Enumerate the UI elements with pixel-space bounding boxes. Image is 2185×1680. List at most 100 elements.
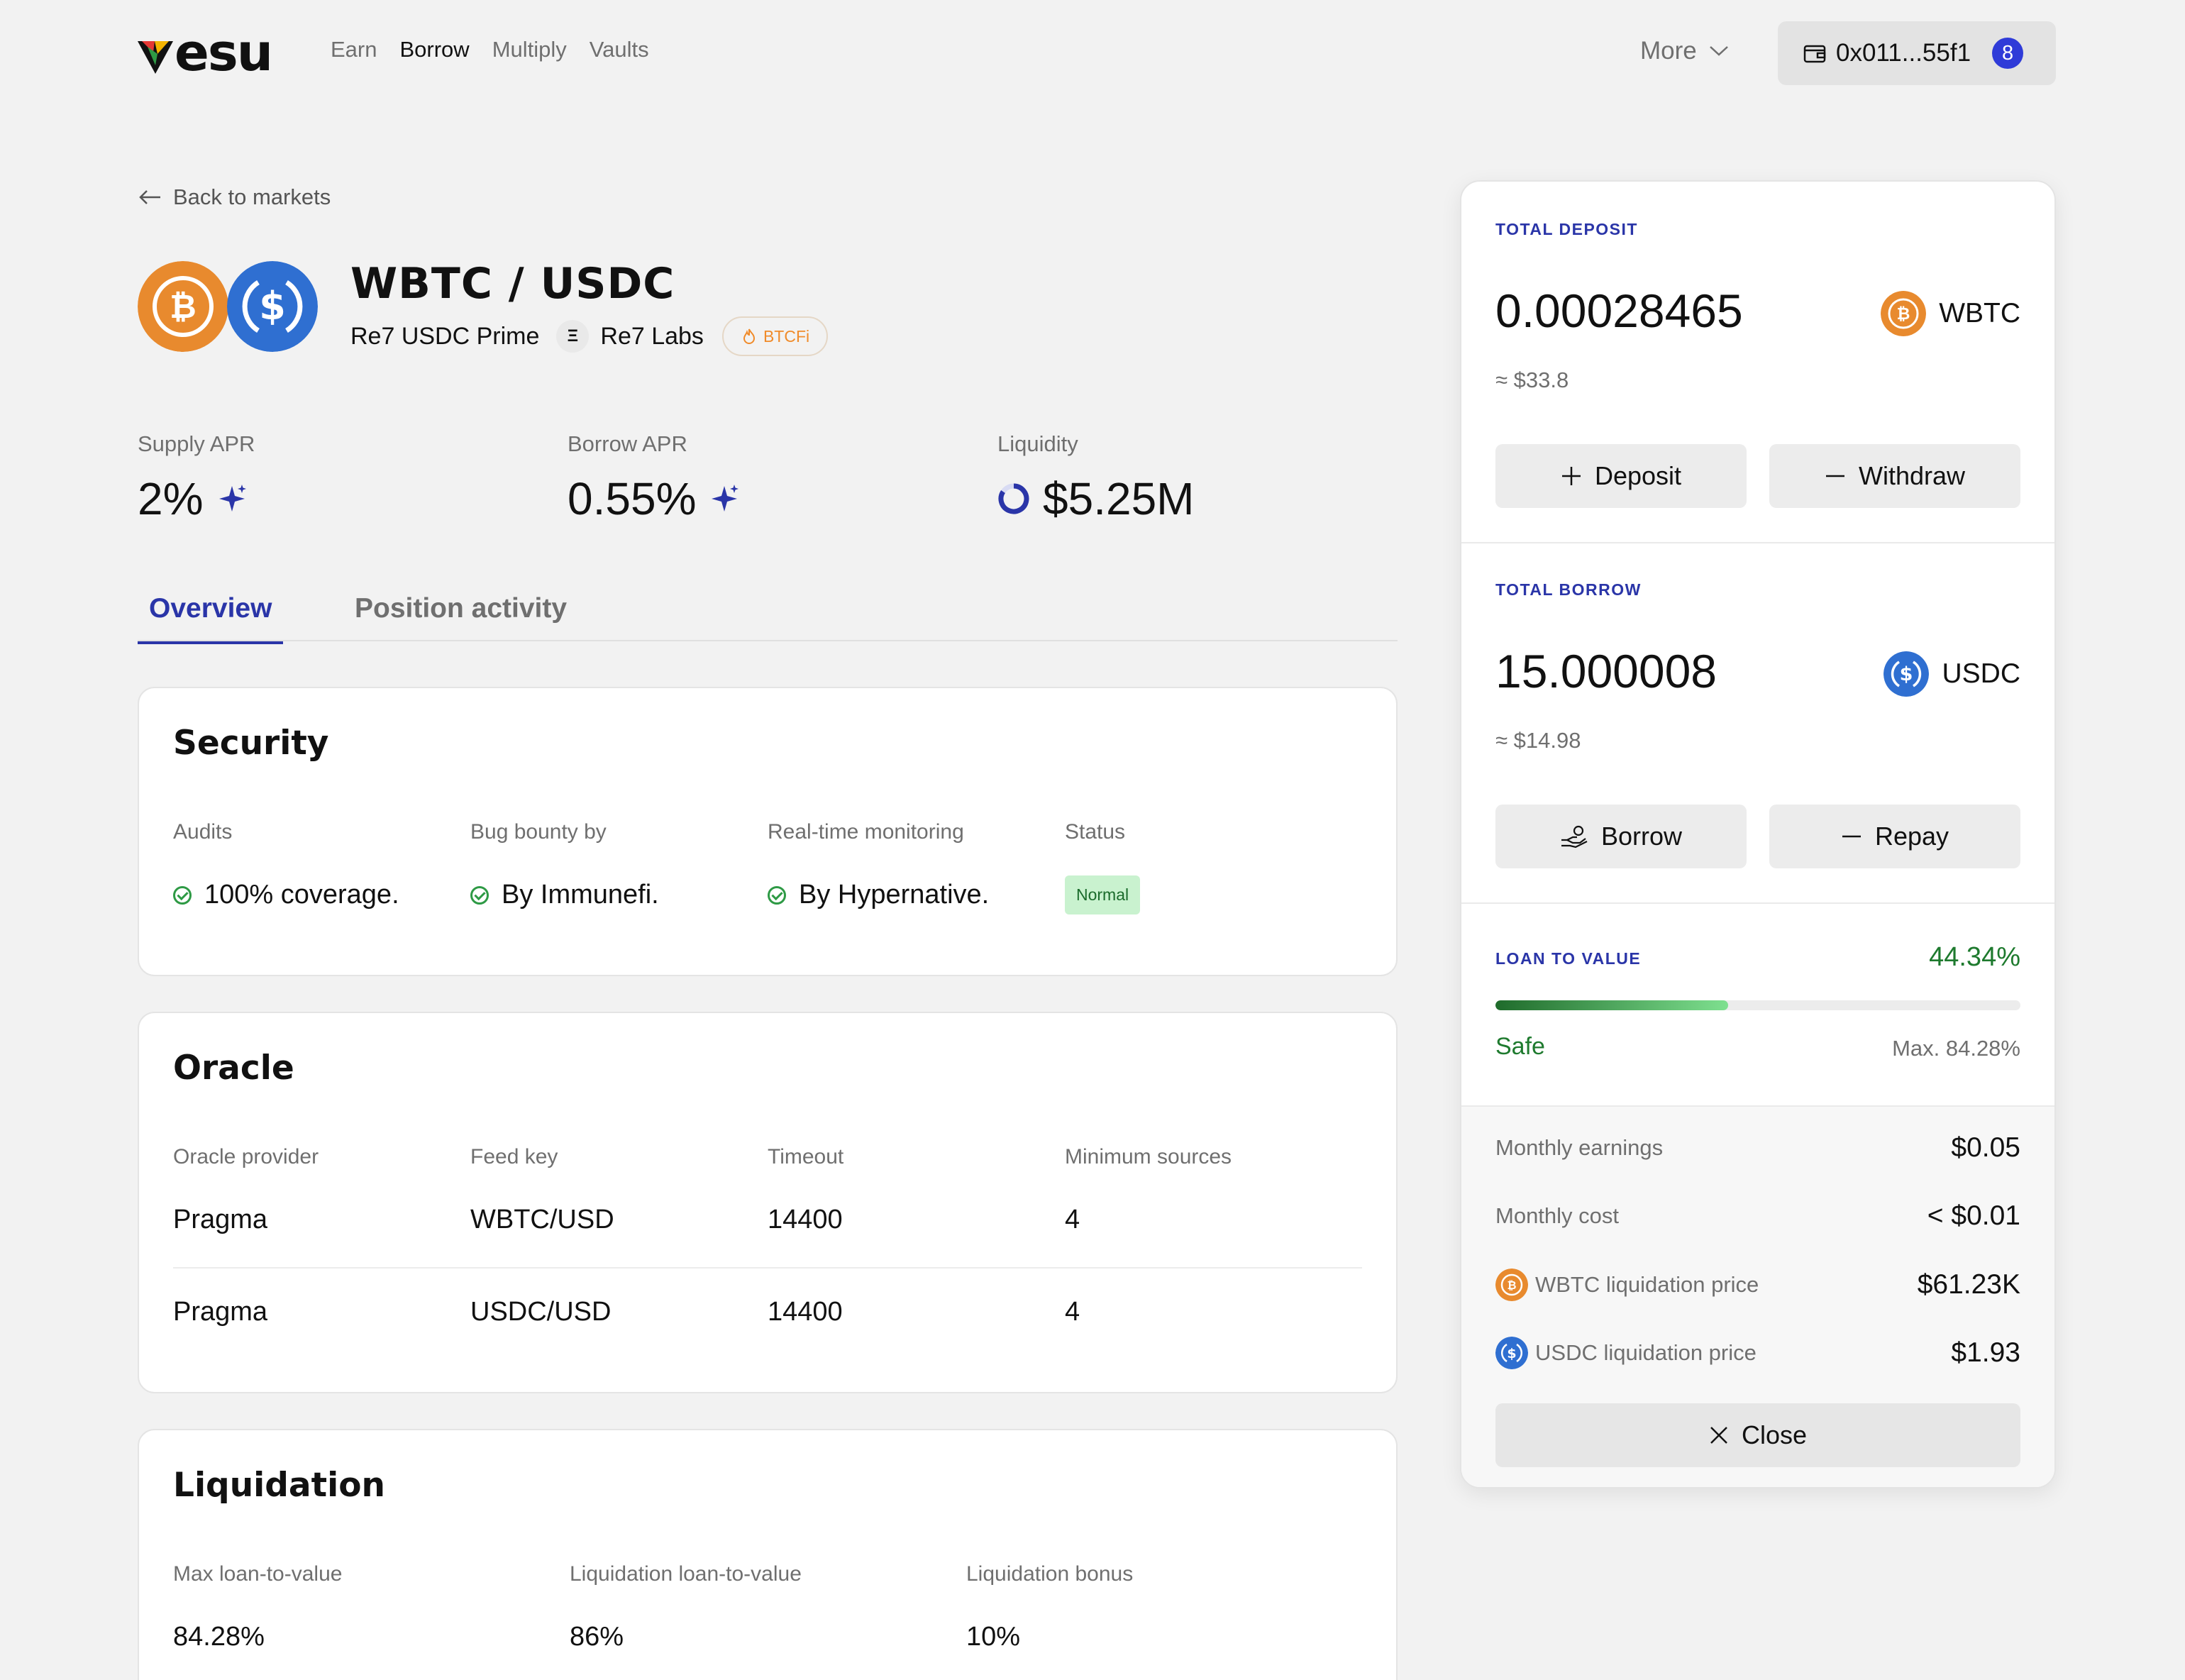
liquidation-bonus-value: 10% bbox=[966, 1622, 1021, 1652]
btcfi-label: BTCFi bbox=[763, 326, 810, 346]
liquidation-ltv-value: 86% bbox=[570, 1622, 624, 1652]
repay-button[interactable]: Repay bbox=[1769, 805, 2020, 868]
chevron-down-icon bbox=[1709, 46, 1728, 56]
nav-earn[interactable]: Earn bbox=[331, 37, 377, 62]
monitoring-link[interactable]: By Hypernative. bbox=[799, 880, 990, 910]
borrow-asset-label: USDC bbox=[1942, 658, 2020, 689]
status-label: Status bbox=[1065, 820, 1126, 844]
back-to-markets-link[interactable]: Back to markets bbox=[138, 184, 331, 210]
hand-coin-icon bbox=[1561, 825, 1588, 849]
borrow-apr-stat: Borrow APR 0.55% bbox=[568, 431, 740, 525]
arrow-left-icon bbox=[139, 190, 160, 204]
withdraw-button[interactable]: Withdraw bbox=[1769, 444, 2020, 508]
pair-icons: ₿ $ bbox=[138, 261, 318, 353]
total-borrow-title: TOTAL BORROW bbox=[1495, 580, 1642, 599]
bug-bounty-value: By Immunefi. bbox=[470, 880, 659, 910]
svg-text:₿: ₿ bbox=[1897, 305, 1910, 324]
market-tabs: Overview Position activity bbox=[137, 587, 1398, 644]
supply-apr-value: 2% bbox=[138, 473, 204, 524]
btcfi-badge: BTCFi bbox=[721, 316, 829, 356]
vesu-logo[interactable]: esu bbox=[138, 23, 273, 82]
svg-text:$: $ bbox=[1900, 663, 1913, 685]
liquidity-label: Liquidity bbox=[997, 431, 1078, 456]
section-divider bbox=[1461, 542, 2054, 543]
wbtc-icon: ₿ bbox=[138, 261, 228, 352]
deposit-button[interactable]: Deposit bbox=[1495, 444, 1747, 508]
monthly-earnings-row: Monthly earnings $0.05 bbox=[1495, 1132, 2020, 1164]
back-label: Back to markets bbox=[173, 184, 331, 209]
svg-text:$: $ bbox=[259, 284, 286, 328]
bug-bounty-link[interactable]: By Immunefi. bbox=[502, 880, 659, 910]
position-panel: TOTAL DEPOSIT 0.00028465 ₿ WBTC ≈ $33.8 … bbox=[1460, 180, 2056, 1488]
ltv-progress-bar bbox=[1495, 1000, 2020, 1010]
monthly-cost-label: Monthly cost bbox=[1495, 1203, 1620, 1228]
tab-overview[interactable]: Overview bbox=[137, 593, 284, 644]
wallet-button[interactable]: 0x011...55f1 8 bbox=[1778, 21, 2056, 85]
sparkle-icon[interactable] bbox=[216, 483, 248, 514]
liquidation-card: Liquidation Max loan-to-value Liquidatio… bbox=[138, 1429, 1398, 1680]
position-details: Monthly earnings $0.05 Monthly cost < $0… bbox=[1461, 1105, 2054, 1487]
table-cell: 4 bbox=[1065, 1205, 1080, 1234]
check-circle-icon bbox=[768, 885, 786, 905]
borrow-asset: $ USDC bbox=[1883, 651, 2020, 697]
pair-subtitle: Re7 USDC Prime Ξ Re7 Labs BTCFi bbox=[350, 316, 829, 356]
wallet-icon bbox=[1803, 45, 1826, 63]
status-badge: Normal bbox=[1065, 875, 1141, 914]
nav-vaults[interactable]: Vaults bbox=[589, 37, 649, 62]
row-divider bbox=[173, 1267, 1362, 1269]
close-button-label: Close bbox=[1741, 1420, 1808, 1449]
feed-key-header: Feed key bbox=[470, 1145, 558, 1168]
usdc-icon: $ bbox=[227, 261, 318, 352]
flame-icon bbox=[743, 328, 755, 344]
usdc-liquidation-label: USDC liquidation price bbox=[1535, 1340, 1757, 1365]
table-cell: Pragma bbox=[173, 1205, 268, 1234]
borrow-button[interactable]: Borrow bbox=[1495, 805, 1747, 868]
main-nav: Earn Borrow Multiply Vaults bbox=[331, 37, 649, 62]
more-menu-button[interactable]: More bbox=[1640, 37, 1730, 65]
svg-text:$: $ bbox=[1507, 1346, 1516, 1361]
ltv-title: LOAN TO VALUE bbox=[1495, 949, 1642, 968]
table-cell: 14400 bbox=[768, 1297, 843, 1327]
liquidity-value: $5.25M bbox=[1043, 473, 1195, 524]
usdc-icon: $ bbox=[1883, 651, 1930, 697]
withdraw-button-label: Withdraw bbox=[1858, 461, 1966, 490]
curator-icon: Ξ bbox=[556, 320, 590, 353]
supply-apr-stat: Supply APR 2% bbox=[138, 431, 255, 525]
monthly-cost-row: Monthly cost < $0.01 bbox=[1495, 1200, 2020, 1232]
nav-borrow[interactable]: Borrow bbox=[399, 37, 470, 62]
deposit-usd: ≈ $33.8 bbox=[1495, 368, 1569, 392]
usdc-liquidation-row: $ USDC liquidation price $1.93 bbox=[1495, 1337, 2020, 1369]
market-stats: Supply APR 2% Borrow APR 0.55% Liquidity bbox=[138, 431, 1398, 531]
liquidation-title: Liquidation bbox=[173, 1466, 385, 1505]
more-label: More bbox=[1640, 37, 1697, 65]
check-circle-icon bbox=[173, 885, 192, 905]
security-card: Security Audits Bug bounty by Real-time … bbox=[138, 687, 1398, 976]
wbtc-liquidation-value: $61.23K bbox=[1917, 1269, 2020, 1300]
wbtc-liquidation-row: ₿ WBTC liquidation price $61.23K bbox=[1495, 1269, 2020, 1301]
table-cell: USDC/USD bbox=[470, 1297, 612, 1327]
minus-icon bbox=[1825, 475, 1844, 477]
tab-position-activity[interactable]: Position activity bbox=[355, 593, 568, 624]
borrow-apr-label: Borrow APR bbox=[568, 431, 687, 456]
curator-name[interactable]: Re7 Labs bbox=[600, 322, 704, 350]
table-cell: Pragma bbox=[173, 1297, 268, 1327]
deposit-amount: 0.00028465 bbox=[1495, 284, 1743, 337]
logo-text: esu bbox=[175, 23, 273, 82]
borrow-apr-value: 0.55% bbox=[568, 473, 697, 524]
status-value: Normal bbox=[1065, 875, 1141, 914]
repay-button-label: Repay bbox=[1874, 822, 1949, 851]
table-cell: 4 bbox=[1065, 1297, 1080, 1327]
close-position-button[interactable]: Close bbox=[1495, 1403, 2020, 1467]
deposit-asset-label: WBTC bbox=[1939, 298, 2020, 328]
wbtc-icon: ₿ bbox=[1495, 1269, 1528, 1301]
nav-multiply[interactable]: Multiply bbox=[492, 37, 567, 62]
oracle-provider-header: Oracle provider bbox=[173, 1145, 319, 1168]
borrow-button-label: Borrow bbox=[1600, 822, 1683, 851]
wbtc-icon: ₿ bbox=[1881, 291, 1927, 336]
table-cell: 14400 bbox=[768, 1205, 843, 1234]
audits-link[interactable]: 100% coverage. bbox=[204, 880, 399, 910]
audits-value: 100% coverage. bbox=[173, 880, 399, 910]
close-icon bbox=[1710, 1427, 1727, 1444]
svg-text:₿: ₿ bbox=[1507, 1278, 1516, 1292]
sparkle-icon[interactable] bbox=[709, 483, 740, 514]
